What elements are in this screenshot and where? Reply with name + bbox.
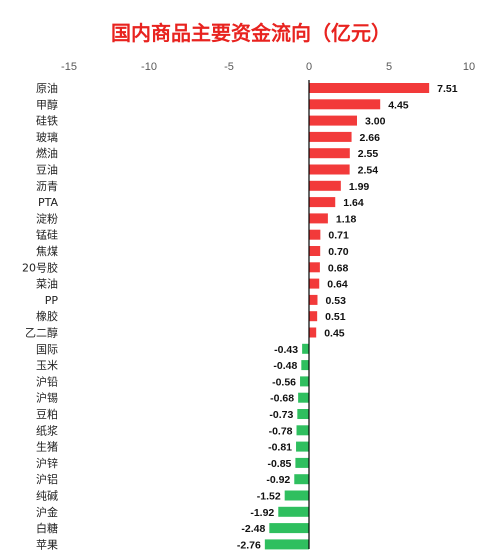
category-label: 沪锡 xyxy=(36,391,58,405)
category-label: 沪铝 xyxy=(36,472,58,486)
value-label: 4.45 xyxy=(388,99,409,111)
value-label: -1.52 xyxy=(257,491,281,503)
bar-16 xyxy=(302,343,309,354)
bar-20 xyxy=(297,409,309,419)
category-label: 豆粕 xyxy=(36,407,58,421)
value-labels: 7.51 4.453.00 2.66 2.55 2.54 1.99 1.64 1.18 0.71… xyxy=(237,83,458,551)
x-tick-label: -15 xyxy=(61,61,77,73)
category-label: 沥青 xyxy=(36,180,58,193)
bar-7 xyxy=(309,197,336,208)
value-label: 0.71 xyxy=(328,230,349,242)
value-label: 0.64 xyxy=(327,279,348,291)
bar-6 xyxy=(309,180,341,191)
bar-4 xyxy=(309,148,350,159)
category-label: 玻璃 xyxy=(36,130,58,144)
value-label: -2.76 xyxy=(237,539,261,551)
category-label: 焦煤 xyxy=(36,245,58,258)
category-label: 淀粉 xyxy=(36,211,58,225)
value-label: -0.78 xyxy=(269,425,293,437)
category-label: 沪锌 xyxy=(36,456,58,470)
category-label: 国际 xyxy=(36,343,58,356)
value-label: -2.48 xyxy=(241,523,265,535)
chart-title: 国内商品主要资金流向（亿元） xyxy=(111,21,391,45)
bar-1 xyxy=(309,99,381,110)
value-label: -0.48 xyxy=(273,360,297,372)
value-label: -0.73 xyxy=(269,409,293,421)
category-label: PTA xyxy=(38,196,58,209)
bar-22 xyxy=(296,441,309,452)
bar-19 xyxy=(298,392,309,403)
bar-0 xyxy=(309,83,430,93)
category-label: 原油 xyxy=(36,81,58,95)
value-label: -0.68 xyxy=(270,393,294,405)
bar-26 xyxy=(278,506,309,517)
x-tick-label: -10 xyxy=(141,61,157,73)
category-label: 沪金 xyxy=(36,505,58,519)
bar-21 xyxy=(296,425,309,436)
category-label: 20号胶 xyxy=(22,260,58,274)
value-label: 1.99 xyxy=(349,181,370,193)
value-label: 2.54 xyxy=(358,165,379,177)
category-label: 橡胶 xyxy=(36,309,58,323)
bar-14 xyxy=(309,311,318,322)
bar-17 xyxy=(301,360,309,371)
category-label: 纸浆 xyxy=(36,423,58,437)
value-label: 0.53 xyxy=(325,295,346,307)
value-label: -0.81 xyxy=(268,442,292,454)
value-label: 0.51 xyxy=(325,311,346,323)
bar-8 xyxy=(309,213,328,224)
value-label: 1.64 xyxy=(343,197,364,209)
value-label: 7.51 xyxy=(437,83,458,95)
bar-28 xyxy=(264,539,309,550)
value-label: 1.18 xyxy=(336,213,357,225)
category-label: 沪铅 xyxy=(36,374,58,388)
bar-27 xyxy=(269,523,309,534)
bar-2 xyxy=(309,115,357,126)
category-label: 苹果 xyxy=(36,537,58,551)
category-label: 锰硅 xyxy=(36,228,58,242)
value-label: -0.85 xyxy=(267,458,291,470)
value-label: -0.56 xyxy=(272,376,296,388)
value-label: 0.45 xyxy=(324,328,345,340)
bar-13 xyxy=(309,294,318,305)
value-label: 2.66 xyxy=(360,132,381,144)
value-label: -1.92 xyxy=(250,507,274,519)
category-label: 玉米 xyxy=(36,359,58,372)
bar-3 xyxy=(309,131,352,142)
category-label: 纯碱 xyxy=(36,490,58,503)
category-label: 白糖 xyxy=(36,521,58,535)
x-axis-ticks: -15 -10 -5 0 5 10 xyxy=(61,61,475,73)
category-label: 甲醇 xyxy=(36,97,58,111)
category-label: 豆油 xyxy=(36,163,58,177)
category-label: 生猪 xyxy=(36,440,58,454)
bar-15 xyxy=(309,327,317,338)
x-tick-label: 0 xyxy=(306,61,312,73)
bar-10 xyxy=(309,246,321,256)
bars xyxy=(264,83,430,550)
x-tick-label: 5 xyxy=(386,61,392,73)
bar-23 xyxy=(295,457,309,468)
category-label: 乙二醇 xyxy=(25,326,58,340)
bar-25 xyxy=(284,490,309,501)
bar-9 xyxy=(309,229,321,240)
value-label: -0.43 xyxy=(274,344,298,356)
value-label: 0.70 xyxy=(328,246,349,258)
bar-18 xyxy=(300,376,309,387)
x-tick-label: 10 xyxy=(463,61,475,73)
bar-12 xyxy=(309,278,320,289)
bar-11 xyxy=(309,262,320,273)
value-label: 0.68 xyxy=(328,262,349,274)
value-label: 2.55 xyxy=(358,148,379,160)
bar-24 xyxy=(294,474,309,485)
category-label: 菜油 xyxy=(36,277,58,291)
category-label: 硅铁 xyxy=(36,115,58,128)
value-label: 3.00 xyxy=(365,116,386,128)
category-label: 燃油 xyxy=(36,146,58,160)
category-label: PP xyxy=(45,294,59,307)
bar-5 xyxy=(309,164,350,175)
x-tick-label: -5 xyxy=(224,61,234,73)
value-label: -0.92 xyxy=(266,474,290,486)
